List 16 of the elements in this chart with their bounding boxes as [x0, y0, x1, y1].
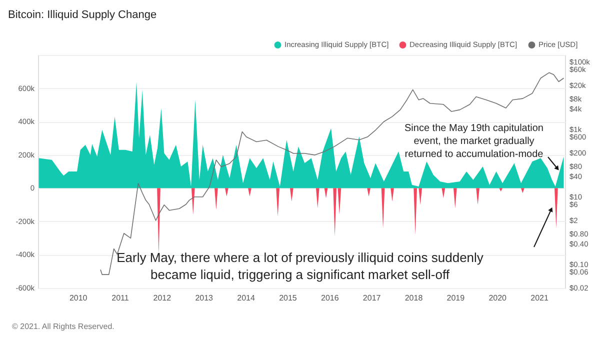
x-tick-label: 2013 [195, 294, 214, 302]
x-tick-label: 2014 [237, 294, 256, 302]
x-tick-label: 2020 [488, 294, 508, 302]
x-tick-label: 2017 [362, 294, 382, 302]
x-tick-label: 2011 [112, 294, 130, 302]
x-tick-label: 2019 [446, 294, 466, 302]
annotation: Since the May 19th capitulation event, the market gradually returned to accumulation-mode [404, 123, 544, 160]
x-tick-label: 2018 [404, 294, 424, 302]
x-tick-label: 2015 [279, 294, 298, 302]
annotation: Early May, there where a lot of previously illiquid coins suddenly became liquid, triggering a significant market sell-off [116, 250, 484, 282]
x-tick-label: 2010 [69, 294, 88, 302]
chart-title: Bitcoin: Illiquid Supply Change [8, 9, 157, 21]
x-tick-label: 2021 [530, 294, 549, 302]
text: © 2021. All Rights Reserved. [12, 322, 114, 331]
x-tick-label: 2016 [320, 294, 340, 302]
x-tick-label: 2012 [153, 294, 172, 302]
